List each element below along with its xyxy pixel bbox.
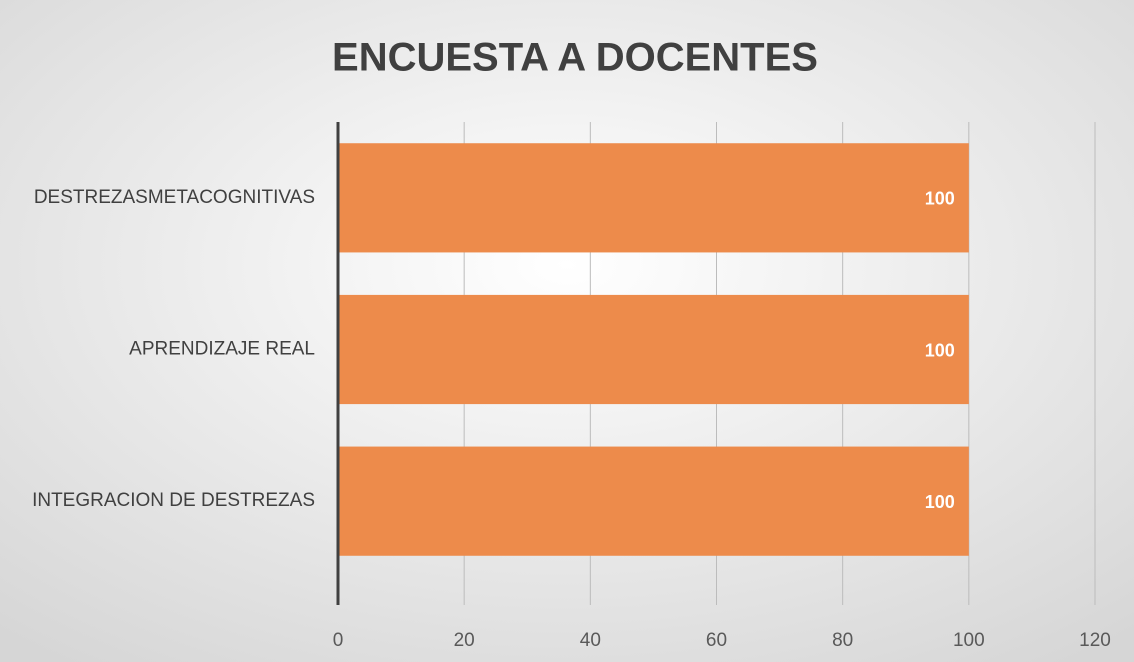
bar <box>338 446 969 556</box>
y-tick-label: DESTREZASMETACOGNITIVAS <box>34 187 315 208</box>
x-tick-label: 100 <box>953 630 985 651</box>
y-tick-label: APRENDIZAJE REAL <box>129 339 315 360</box>
chart-title: ENCUESTA A DOCENTES <box>332 36 818 80</box>
data-label: 100 <box>925 189 955 209</box>
bar <box>338 143 969 253</box>
y-tick-label: INTEGRACION DE DESTREZAS <box>32 490 315 511</box>
data-label: 100 <box>925 492 955 512</box>
bar <box>338 294 969 405</box>
x-tick-label: 80 <box>832 630 853 651</box>
x-tick-label: 120 <box>1079 630 1111 651</box>
x-tick-label: 20 <box>454 630 475 651</box>
data-label: 100 <box>925 340 955 360</box>
x-tick-label: 40 <box>580 630 601 651</box>
x-tick-label: 60 <box>706 630 727 651</box>
x-tick-label: 0 <box>333 630 344 651</box>
